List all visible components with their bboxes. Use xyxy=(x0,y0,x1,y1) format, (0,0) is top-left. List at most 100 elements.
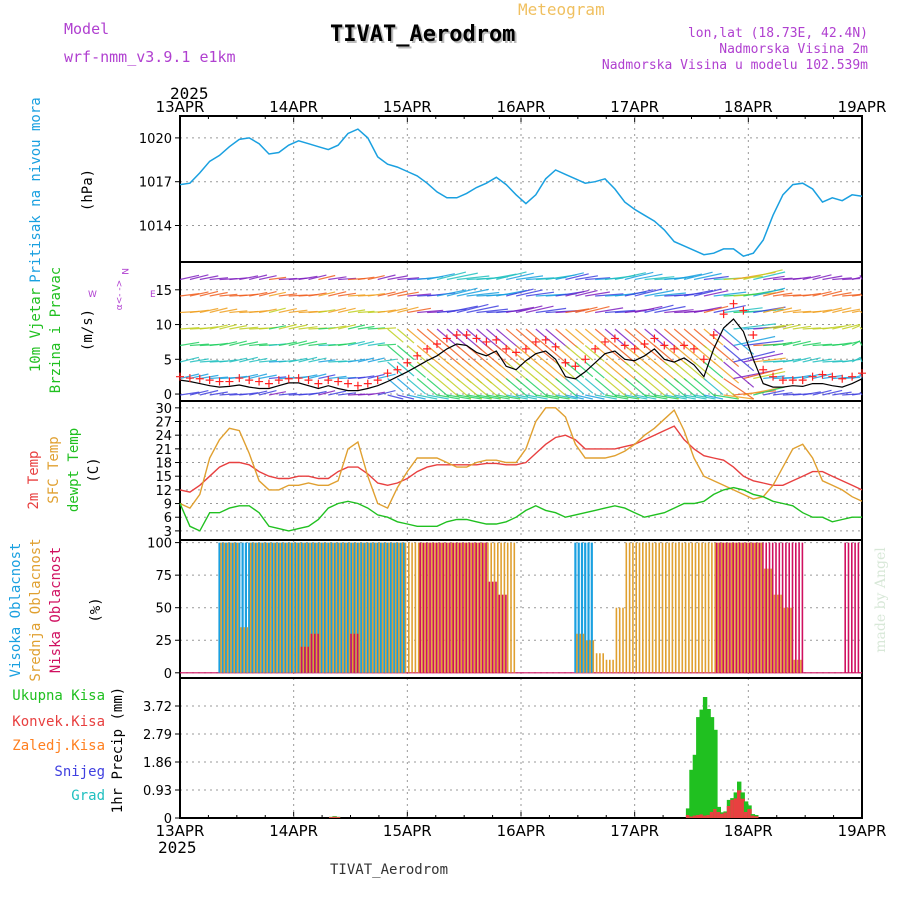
wind-arrow xyxy=(367,342,385,347)
wind-arrow xyxy=(644,276,675,281)
temperature-ytick-label: 30 xyxy=(155,402,172,417)
wind-arrow xyxy=(199,360,219,363)
wind-arrow xyxy=(772,392,793,396)
wind-gust-marker xyxy=(551,342,560,351)
wind-arrow xyxy=(298,275,318,281)
wind-arrow xyxy=(535,394,560,400)
temp-legend-sfc: SFC Temp xyxy=(46,436,62,503)
wind-arrow xyxy=(733,335,776,347)
wind-arrow xyxy=(555,272,584,281)
wind-arrow xyxy=(199,275,219,281)
wind-arrow xyxy=(565,328,585,345)
wind-arrow xyxy=(723,345,755,372)
wind-arrow xyxy=(506,394,528,400)
wind-arrow xyxy=(604,378,629,399)
wind-gust-marker xyxy=(363,379,372,388)
wind-arrow xyxy=(859,356,863,363)
wind-arrow xyxy=(812,274,832,281)
wind-arrow xyxy=(851,357,861,363)
wind-arrow xyxy=(406,378,426,395)
wind-arrow xyxy=(338,392,357,396)
wind-arrow xyxy=(832,342,852,347)
wind-arrow xyxy=(229,375,248,380)
wind-arrow xyxy=(239,341,259,347)
pressure-ytick-label: 1020 xyxy=(139,132,172,147)
wind-arrow xyxy=(604,345,629,366)
wind-gust-marker xyxy=(828,372,837,381)
compass-arrow-note: α<- -> xyxy=(115,280,125,310)
wind-arrow xyxy=(367,293,385,297)
wind-gust-marker xyxy=(591,344,600,353)
wind-arrow xyxy=(812,309,832,314)
wind-arrow xyxy=(496,394,521,400)
precip-legend-0: Ukupna Kisa xyxy=(12,688,105,704)
wind-arrow xyxy=(555,345,579,365)
wind-arrow xyxy=(802,342,821,347)
bottom-date-label: 16APR xyxy=(497,822,546,840)
wind-arrow xyxy=(693,306,722,314)
wind-arrow xyxy=(654,292,686,297)
wind-arrow xyxy=(446,394,472,400)
cloud-legend-low: Niska Oblacnost xyxy=(48,547,64,673)
wind-arrow xyxy=(446,272,478,281)
top-date-label: 16APR xyxy=(497,98,546,116)
wind-arrow xyxy=(219,324,238,330)
temperature-ytick-label: 27 xyxy=(155,416,172,431)
wind-gust-marker xyxy=(512,348,521,357)
wind-arrow xyxy=(575,378,594,394)
wind-arrow xyxy=(189,274,209,281)
wind-arrow xyxy=(555,328,579,349)
wind-arrow xyxy=(565,308,590,314)
wind-arrow xyxy=(367,357,385,363)
precip-conv-bar xyxy=(332,816,337,818)
clouds-ytick-label: 0 xyxy=(164,667,172,682)
wind-gust-marker xyxy=(432,340,441,349)
wind-arrow xyxy=(505,328,529,348)
wind-arrow xyxy=(446,305,478,314)
wind-arrow xyxy=(753,371,786,380)
precip-conv-bar xyxy=(335,817,341,818)
wind-arrow xyxy=(693,378,716,398)
wind-arrow xyxy=(585,394,605,400)
wind-gust-marker xyxy=(571,362,580,371)
wind-ytick-label: 0 xyxy=(164,388,172,403)
wind-gust-marker xyxy=(373,376,382,385)
wind-arrow xyxy=(614,394,640,400)
wind-arrow xyxy=(436,394,460,400)
wind-arrow xyxy=(822,325,843,330)
wind-arrow xyxy=(585,291,610,297)
wind-arrow xyxy=(634,361,657,381)
wind-arrow xyxy=(515,361,538,380)
precip-total-bar xyxy=(696,717,701,818)
top-date-label: 14APR xyxy=(269,98,318,116)
wind-arrow xyxy=(397,306,419,314)
wind-arrow xyxy=(663,328,688,349)
wind-arrow xyxy=(763,275,785,281)
wind-gust-marker xyxy=(759,365,768,374)
wind-arrow xyxy=(278,293,298,297)
temperature-ytick-label: 3 xyxy=(164,525,172,540)
wind-arrow xyxy=(802,274,821,281)
wind-arrow xyxy=(525,378,548,398)
wind-arrow xyxy=(584,328,605,346)
wind-arrow xyxy=(239,392,259,396)
wind-arrow xyxy=(634,273,663,281)
wind-arrow xyxy=(703,345,724,363)
wind-arrow xyxy=(268,325,287,330)
wind-arrow xyxy=(624,394,648,400)
temperature-line-2 xyxy=(179,486,862,532)
wind-arrow xyxy=(436,289,467,297)
wind-arrow xyxy=(476,394,501,400)
temperature-ytick-label: 18 xyxy=(155,457,172,472)
wind-arrow xyxy=(288,357,308,363)
wind-gust-marker xyxy=(284,374,293,383)
wind-arrow xyxy=(743,340,784,347)
wind-arrow xyxy=(347,358,366,363)
wind-arrow xyxy=(634,288,663,297)
wind-arrow xyxy=(189,291,209,297)
wind-arrow xyxy=(859,310,863,314)
wind-arrow xyxy=(377,373,396,380)
temperature-ytick-label: 6 xyxy=(164,511,172,526)
wind-arrow xyxy=(515,289,543,297)
pressure-ytick-label: 1014 xyxy=(139,220,172,235)
